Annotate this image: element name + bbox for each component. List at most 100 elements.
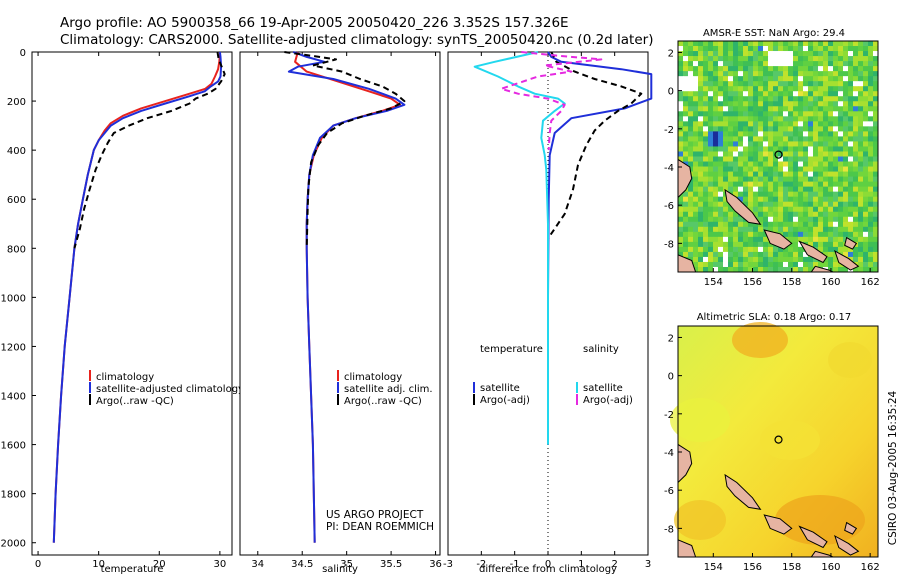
sst-cell xyxy=(723,146,729,152)
sst-cell xyxy=(853,151,859,157)
sst-cell xyxy=(793,111,799,117)
sst-cell xyxy=(798,161,804,167)
sst-cell xyxy=(833,121,839,127)
sst-cell xyxy=(813,191,819,198)
map-x-tick-label: 156 xyxy=(743,562,762,573)
sst-cell xyxy=(843,231,849,238)
sst-cell xyxy=(873,171,879,177)
sst-cell xyxy=(708,211,714,218)
sst-map-title: AMSR-E SST: NaN Argo: 29.4 xyxy=(703,28,845,39)
sst-cell xyxy=(803,116,809,122)
sst-cell xyxy=(683,41,689,47)
sst-cell xyxy=(853,161,859,167)
sst-cell xyxy=(813,116,819,122)
sst-cell xyxy=(733,101,739,107)
sst-cell xyxy=(848,136,854,142)
sst-cell xyxy=(848,161,854,167)
sst-cell xyxy=(813,221,819,228)
sst-cell xyxy=(793,196,799,203)
sst-cell xyxy=(733,131,739,137)
sst-cell xyxy=(748,86,754,92)
sst-cell xyxy=(733,191,739,198)
sst-cell xyxy=(753,246,759,253)
sst-cell xyxy=(793,66,799,72)
sst-cell xyxy=(708,186,714,193)
sst-cell xyxy=(778,251,784,258)
sst-cell xyxy=(753,101,759,107)
sst-cell xyxy=(853,111,859,117)
sst-cell xyxy=(823,156,829,162)
sst-cell xyxy=(868,166,874,172)
sst-cell xyxy=(853,231,859,238)
sst-cell xyxy=(838,261,844,268)
sst-cell xyxy=(773,206,779,213)
sst-cell xyxy=(853,211,859,218)
sst-cell xyxy=(753,221,759,228)
sst-cell xyxy=(813,186,819,193)
sst-cell xyxy=(688,66,694,72)
y-tick-label: 800 xyxy=(7,244,26,255)
sst-cell xyxy=(808,211,814,218)
sla-map-frame xyxy=(677,325,879,558)
sst-cell xyxy=(803,61,809,67)
sst-cell xyxy=(818,216,824,223)
sst-cell xyxy=(713,196,719,203)
sst-cell xyxy=(793,41,799,47)
sst-cell xyxy=(828,171,834,177)
sst-cell xyxy=(753,91,759,97)
sst-cell xyxy=(848,186,854,193)
sst-cell xyxy=(808,41,814,47)
sst-cell xyxy=(743,136,749,142)
sst-cell xyxy=(688,241,694,248)
sst-cell xyxy=(748,221,754,228)
sst-cell xyxy=(738,246,744,253)
sst-cell xyxy=(718,246,724,253)
sst-cell xyxy=(823,256,829,263)
sst-cell xyxy=(753,261,759,268)
sst-cell xyxy=(713,216,719,223)
x-tick-label: 3 xyxy=(645,559,651,570)
sst-cell xyxy=(798,101,804,107)
sst-cell xyxy=(803,256,809,263)
sst-cell xyxy=(843,161,849,167)
sst-cell xyxy=(678,101,684,107)
sst-cell xyxy=(838,236,844,243)
sst-cell xyxy=(788,136,794,142)
sst-cell xyxy=(823,211,829,218)
sst-cell xyxy=(753,116,759,122)
sst-cell xyxy=(793,76,799,82)
sst-cell xyxy=(853,41,859,47)
sst-cell xyxy=(778,126,784,132)
sst-cell xyxy=(813,111,819,117)
sst-cell xyxy=(813,176,819,183)
sst-cell xyxy=(768,251,774,258)
sst-cell xyxy=(823,186,829,193)
sst-cell xyxy=(858,191,864,198)
sst-cell xyxy=(783,41,789,47)
sst-cell xyxy=(793,116,799,122)
sst-cell xyxy=(873,46,879,52)
sst-cell xyxy=(773,61,779,67)
legend-label-satellite: satellite adj. clim. xyxy=(344,384,433,395)
sst-cell xyxy=(718,261,724,268)
sst-cell xyxy=(693,81,699,87)
sst-cell xyxy=(828,236,834,243)
sst-cell xyxy=(693,176,699,183)
map-y-tick-label: -2 xyxy=(664,125,674,136)
sst-cell xyxy=(778,191,784,198)
sst-cell xyxy=(868,61,874,67)
sst-cell xyxy=(743,41,749,47)
sst-cell xyxy=(783,51,789,57)
sst-cell xyxy=(718,71,724,77)
map-y-tick-label: -4 xyxy=(664,448,674,459)
sst-cell xyxy=(733,116,739,122)
sst-cell xyxy=(733,226,739,233)
y-tick-label: 2000 xyxy=(1,539,26,550)
sst-cell xyxy=(793,151,799,157)
map-y-tick-label: 2 xyxy=(668,333,674,344)
sst-cell xyxy=(853,71,859,77)
x-tick-label: 20 xyxy=(153,559,166,570)
sst-cell xyxy=(743,246,749,253)
sst-cell xyxy=(823,56,829,62)
sst-cell xyxy=(783,71,789,77)
